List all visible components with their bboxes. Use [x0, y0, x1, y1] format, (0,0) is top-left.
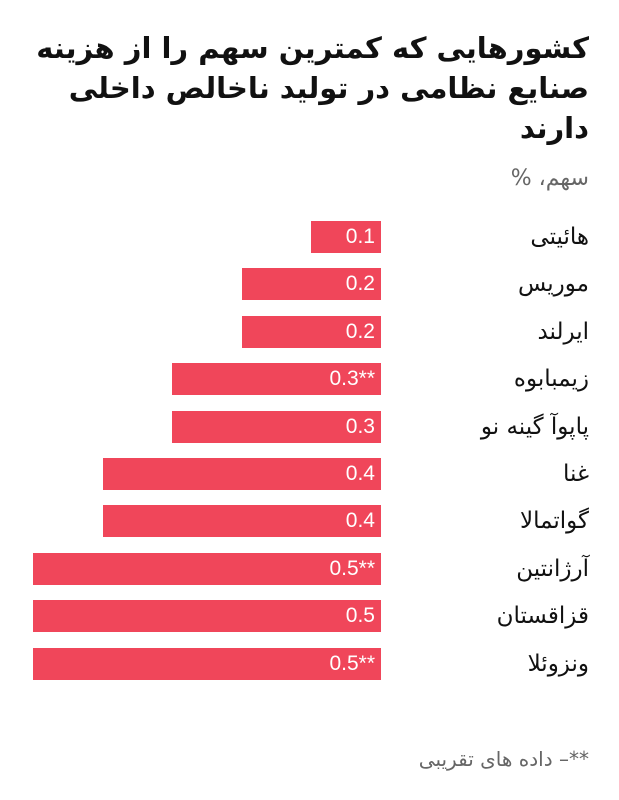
bar	[172, 411, 381, 443]
bar-value-label: 0.4	[345, 462, 375, 485]
unit-label: سهم، %	[510, 166, 589, 191]
bar-row: 0.5** ونزوئلا	[0, 648, 619, 680]
category-label: هائیتی	[530, 224, 589, 250]
bar-row: 0.2 موریس	[0, 268, 619, 300]
bar-value-label: 0.1	[345, 225, 375, 248]
bar-row: 0.3** زیمبابوه	[0, 363, 619, 395]
bar-row: 0.4 گواتمالا	[0, 505, 619, 537]
category-label: قزاقستان	[496, 603, 589, 629]
category-label: گواتمالا	[519, 508, 589, 534]
bar	[172, 363, 381, 395]
bar-row: 0.5** آرژانتین	[0, 553, 619, 585]
bar	[103, 505, 381, 537]
bar-value-label: 0.5	[345, 604, 375, 627]
bar	[33, 648, 381, 680]
bar-value-label: 0.4	[345, 509, 375, 532]
chart-title: کشورهایی که کمترین سهم را از هزینه صنایع…	[36, 31, 589, 145]
bar-value-label: 0.3**	[329, 367, 375, 390]
footnote: **– داده های تقریبی	[418, 747, 589, 771]
bar-row: 0.1 هائیتی	[0, 221, 619, 253]
category-label: پاپوآ گینه نو	[480, 414, 589, 440]
bar	[33, 600, 381, 632]
bar-row: 0.5 قزاقستان	[0, 600, 619, 632]
bar	[33, 553, 381, 585]
bar	[242, 268, 381, 300]
bar-value-label: 0.3	[345, 415, 375, 438]
category-label: غنا	[563, 461, 589, 487]
bar	[311, 221, 381, 253]
bar	[242, 316, 381, 348]
bar-value-label: 0.5**	[329, 557, 375, 580]
category-label: زیمبابوه	[513, 366, 589, 392]
category-label: ونزوئلا	[527, 651, 589, 677]
bar-row: 0.2 ایرلند	[0, 316, 619, 348]
bar-row: 0.3 پاپوآ گینه نو	[0, 411, 619, 443]
bar	[103, 458, 381, 490]
category-label: آرژانتین	[516, 556, 589, 582]
category-label: موریس	[517, 271, 589, 297]
bar-value-label: 0.2	[345, 320, 375, 343]
category-label: ایرلند	[537, 319, 589, 345]
bar-row: 0.4 غنا	[0, 458, 619, 490]
bar-value-label: 0.5**	[329, 652, 375, 675]
bar-value-label: 0.2	[345, 272, 375, 295]
